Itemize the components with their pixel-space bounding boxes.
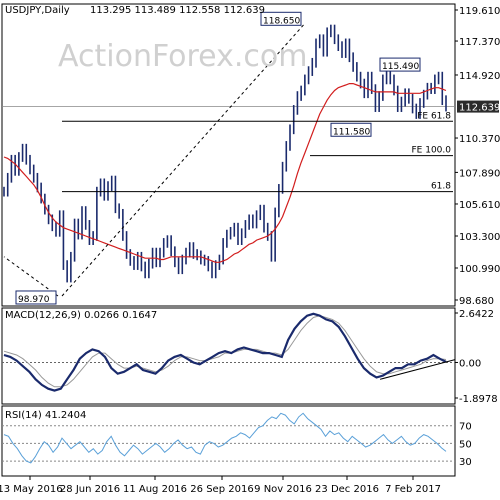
annotation-label: 111.580	[333, 127, 370, 137]
moving-average-line	[3, 83, 447, 263]
axis-layer: 119.610 117.370 114.920 112.639 110.370 107.8…	[0, 6, 500, 495]
price-tick-label: 112.639	[459, 103, 500, 114]
price-tick-label: 107.890	[459, 168, 500, 179]
rsi-tick-label: 30	[459, 457, 472, 468]
grid-layer	[1, 3, 456, 477]
panel-frame-1	[1, 307, 456, 405]
price-tick-label: 110.370	[459, 134, 500, 145]
macd-tick-label: 2.6422	[459, 309, 494, 320]
price-tick-label: 117.370	[459, 37, 500, 48]
price-tick-label: 100.990	[459, 264, 500, 275]
x-tick-label: 9 Nov 2016	[254, 484, 312, 495]
price-tick-label: 114.920	[459, 71, 500, 82]
x-tick-label: 26 Sep 2016	[190, 484, 253, 495]
trendline-rise	[61, 22, 306, 297]
x-tick-label: 13 May 2016	[0, 484, 63, 495]
last-price-badge	[457, 100, 499, 113]
annotation-label: 98.970	[18, 295, 50, 305]
panel-frame-0	[1, 3, 456, 307]
x-tick-label: 23 Dec 2016	[315, 484, 379, 495]
macd-panel	[2, 312, 456, 392]
panel-frame-2	[1, 405, 456, 477]
price-tick-label: 103.300	[459, 232, 500, 243]
rsi-line	[3, 412, 447, 464]
fib-level-label: 61.8	[431, 182, 451, 192]
watermark: ActionForex.com	[58, 39, 307, 74]
rsi-panel	[2, 412, 455, 464]
x-tick-label: 28 Jun 2016	[60, 484, 120, 495]
price-tick-label: 98.680	[459, 296, 494, 307]
macd-tick-label: 0.00	[459, 358, 481, 369]
annotation-label: 115.490	[382, 62, 419, 72]
price-ohlc-readout: 113.295 113.489 112.558 112.639	[90, 5, 265, 16]
rsi-tick-label: 70	[459, 422, 472, 433]
price-tick-label: 105.610	[459, 200, 500, 211]
x-tick-label: 7 Feb 2017	[385, 484, 441, 495]
trendline-left	[3, 256, 59, 297]
annotation-box	[379, 57, 421, 72]
rsi-tick-label: 50	[459, 439, 472, 450]
macd-tick-label: -1.8978	[459, 394, 498, 405]
price-tick-label: 119.610	[459, 6, 500, 17]
x-tick-label: 11 Aug 2016	[123, 484, 187, 495]
annotation-box	[15, 290, 57, 305]
macd-panel-title: MACD(12,26,9) 0.0266 0.1647	[5, 310, 157, 321]
price-panel: FE 61.8 FE 100.0 61.8 118.650 115.490 111.580…	[3, 11, 453, 305]
macd-signal-line	[3, 315, 447, 388]
fib-level-label: FE 100.0	[412, 146, 452, 156]
price-panel-title: USDJPY,Daily	[5, 5, 70, 16]
annotation-box	[260, 11, 302, 26]
macd-trendline	[379, 359, 456, 380]
annotation-box	[330, 122, 372, 137]
macd-line	[3, 312, 447, 392]
rsi-panel-title: RSI(14) 41.2404	[5, 410, 86, 421]
annotation-label: 118.650	[263, 16, 300, 26]
fib-level-label: FE 61.8	[417, 111, 451, 121]
